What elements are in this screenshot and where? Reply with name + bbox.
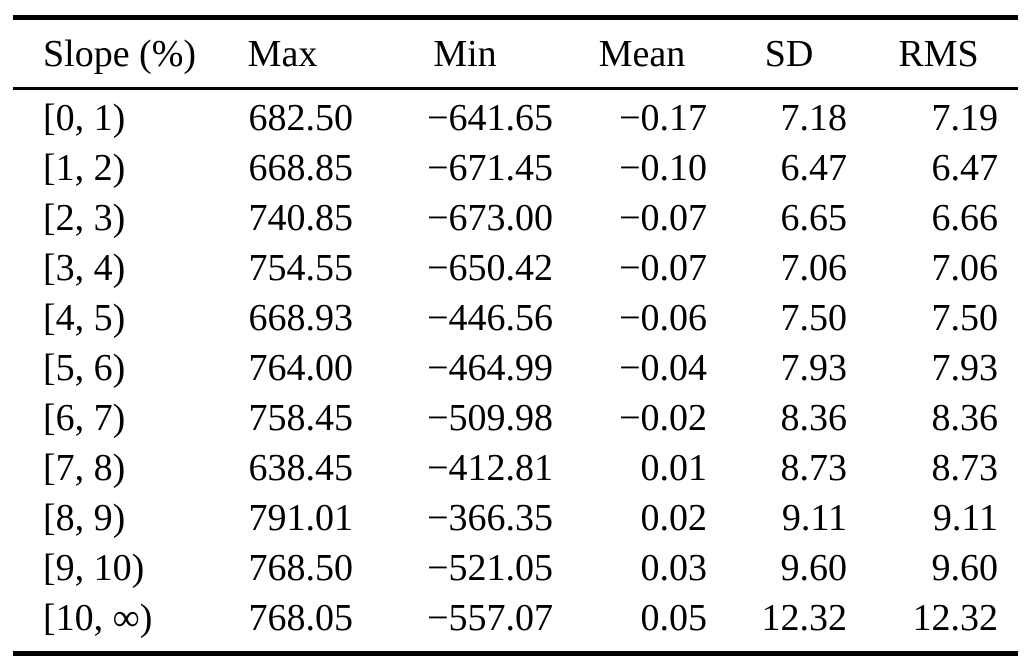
- cell-rms: 7.19: [931, 97, 999, 139]
- cell-mean: 0.05: [640, 597, 708, 639]
- cell-mean: −0.02: [619, 397, 707, 439]
- table-row: [7, 8) 638.45 −412.81 0.01 8.73 8.73: [13, 443, 1018, 493]
- table-row: [8, 9) 791.01 −366.35 0.02 9.11 9.11: [13, 493, 1018, 543]
- cell-min: −412.81: [427, 447, 553, 489]
- cell-rms: 6.66: [931, 197, 999, 239]
- header-mean: Mean: [598, 32, 686, 75]
- cell-mean: −0.07: [619, 197, 707, 239]
- cell-max: 791.01: [248, 497, 354, 539]
- cell-max: 764.00: [248, 347, 354, 389]
- cell-mean: −0.17: [619, 97, 707, 139]
- table-row: [0, 1) 682.50 −641.65 −0.17 7.18 7.19: [13, 89, 1018, 144]
- cell-min: −509.98: [427, 397, 553, 439]
- cell-sd: 8.73: [780, 447, 848, 489]
- cell-min: −671.45: [427, 147, 553, 189]
- cell-max: 768.50: [248, 547, 354, 589]
- cell-sd: 6.65: [780, 197, 848, 239]
- cell-rms: 7.06: [931, 247, 999, 289]
- cell-min: −366.35: [427, 497, 553, 539]
- header-row: Slope (%) Max Min Mean SD RMS: [13, 18, 1018, 89]
- cell-slope: [7, 8): [43, 447, 126, 489]
- cell-min: −464.99: [427, 347, 553, 389]
- cell-slope: [10, ∞): [43, 597, 153, 639]
- table-row: [5, 6) 764.00 −464.99 −0.04 7.93 7.93: [13, 343, 1018, 393]
- cell-mean: −0.04: [619, 347, 707, 389]
- table-row: [4, 5) 668.93 −446.56 −0.06 7.50 7.50: [13, 293, 1018, 343]
- cell-sd: 6.47: [780, 147, 848, 189]
- header-max: Max: [247, 32, 318, 75]
- cell-min: −446.56: [427, 297, 553, 339]
- cell-min: −650.42: [427, 247, 553, 289]
- header-min: Min: [433, 32, 497, 75]
- cell-max: 682.50: [248, 97, 354, 139]
- cell-sd: 7.93: [780, 347, 848, 389]
- cell-max: 638.45: [248, 447, 354, 489]
- cell-mean: −0.07: [619, 247, 707, 289]
- table-row: [10, ∞) 768.05 −557.07 0.05 12.32 12.32: [13, 593, 1018, 654]
- table-body: [0, 1) 682.50 −641.65 −0.17 7.18 7.19 [1…: [13, 89, 1018, 654]
- cell-sd: 7.50: [780, 297, 848, 339]
- cell-slope: [0, 1): [43, 97, 126, 139]
- cell-sd: 9.11: [781, 497, 847, 539]
- cell-rms: 9.60: [931, 547, 999, 589]
- cell-max: 758.45: [248, 397, 354, 439]
- table-row: [2, 3) 740.85 −673.00 −0.07 6.65 6.66: [13, 193, 1018, 243]
- cell-min: −521.05: [427, 547, 553, 589]
- cell-rms: 12.32: [912, 597, 999, 639]
- header-slope: Slope (%): [43, 32, 197, 75]
- cell-max: 768.05: [248, 597, 354, 639]
- cell-rms: 7.50: [931, 297, 999, 339]
- cell-slope: [9, 10): [43, 547, 145, 589]
- header-rms: RMS: [898, 32, 979, 75]
- cell-slope: [8, 9): [43, 497, 126, 539]
- cell-slope: [6, 7): [43, 397, 126, 439]
- cell-sd: 9.60: [780, 547, 848, 589]
- cell-sd: 7.18: [780, 97, 848, 139]
- table-row: [1, 2) 668.85 −671.45 −0.10 6.47 6.47: [13, 143, 1018, 193]
- cell-slope: [1, 2): [43, 147, 126, 189]
- cell-rms: 8.36: [931, 397, 999, 439]
- cell-min: −673.00: [427, 197, 553, 239]
- cell-slope: [4, 5): [43, 297, 126, 339]
- cell-rms: 7.93: [931, 347, 999, 389]
- cell-slope: [3, 4): [43, 247, 126, 289]
- cell-sd: 12.32: [761, 597, 848, 639]
- cell-mean: −0.10: [619, 147, 707, 189]
- table-header: Slope (%) Max Min Mean SD RMS: [13, 18, 1018, 89]
- cell-sd: 7.06: [780, 247, 848, 289]
- cell-min: −641.65: [427, 97, 553, 139]
- cell-mean: −0.06: [619, 297, 707, 339]
- cell-slope: [2, 3): [43, 197, 126, 239]
- cell-mean: 0.03: [640, 547, 708, 589]
- cell-rms: 8.73: [931, 447, 999, 489]
- cell-max: 668.85: [248, 147, 354, 189]
- slope-statistics-table: Slope (%) Max Min Mean SD RMS [0, 1) 682…: [13, 15, 1018, 656]
- header-sd: SD: [764, 32, 814, 75]
- cell-rms: 9.11: [932, 497, 998, 539]
- cell-sd: 8.36: [780, 397, 848, 439]
- cell-max: 754.55: [248, 247, 354, 289]
- table-row: [3, 4) 754.55 −650.42 −0.07 7.06 7.06: [13, 243, 1018, 293]
- cell-min: −557.07: [427, 597, 553, 639]
- cell-mean: 0.02: [640, 497, 708, 539]
- table-row: [6, 7) 758.45 −509.98 −0.02 8.36 8.36: [13, 393, 1018, 443]
- cell-max: 668.93: [248, 297, 354, 339]
- cell-slope: [5, 6): [43, 347, 126, 389]
- cell-rms: 6.47: [931, 147, 999, 189]
- cell-max: 740.85: [248, 197, 354, 239]
- table-row: [9, 10) 768.50 −521.05 0.03 9.60 9.60: [13, 543, 1018, 593]
- cell-mean: 0.01: [640, 447, 708, 489]
